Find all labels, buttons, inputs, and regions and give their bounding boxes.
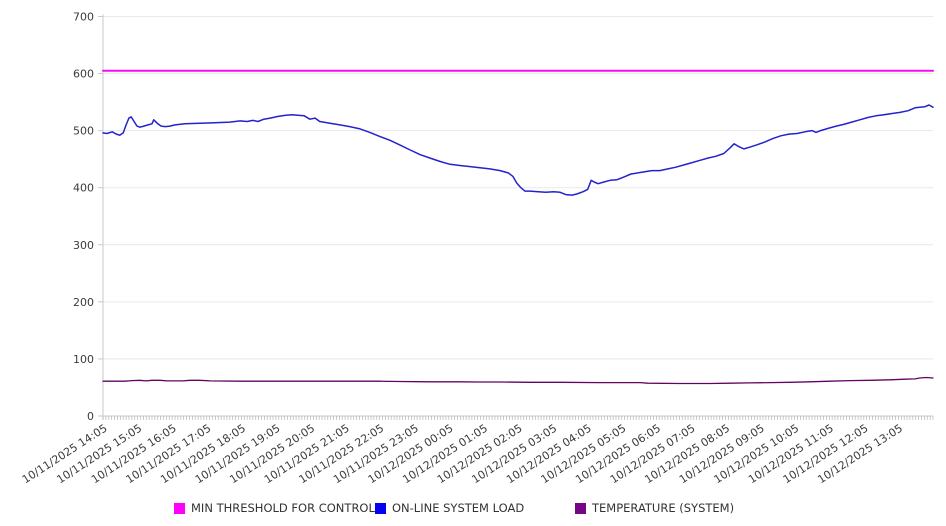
chart-legend: MIN THRESHOLD FOR CONTROL ON-LINE SYSTEM… xyxy=(0,501,946,517)
y-axis-label: 0 xyxy=(87,410,94,423)
y-axis-label: 200 xyxy=(73,296,94,309)
y-axis-label: 300 xyxy=(73,239,94,252)
legend-item-min-threshold[interactable]: MIN THRESHOLD FOR CONTROL xyxy=(174,501,375,515)
y-axis-label: 500 xyxy=(73,125,94,138)
y-axis-label: 400 xyxy=(73,182,94,195)
legend-label-min-threshold: MIN THRESHOLD FOR CONTROL xyxy=(191,501,375,515)
legend-swatch-min-threshold xyxy=(174,502,185,514)
y-axis-label: 100 xyxy=(73,353,94,366)
legend-label-system-load: ON-LINE SYSTEM LOAD xyxy=(392,501,525,515)
legend-label-temperature: TEMPERATURE (SYSTEM) xyxy=(592,501,735,515)
legend-item-temperature[interactable]: TEMPERATURE (SYSTEM) xyxy=(575,501,734,515)
legend-swatch-system-load xyxy=(375,502,386,514)
y-axis-label: 600 xyxy=(73,68,94,81)
y-axis-label: 700 xyxy=(73,11,94,24)
series-line-1 xyxy=(102,104,934,196)
legend-item-system-load[interactable]: ON-LINE SYSTEM LOAD xyxy=(375,501,524,515)
legend-swatch-temperature xyxy=(575,502,586,514)
series-line-2 xyxy=(102,376,934,385)
